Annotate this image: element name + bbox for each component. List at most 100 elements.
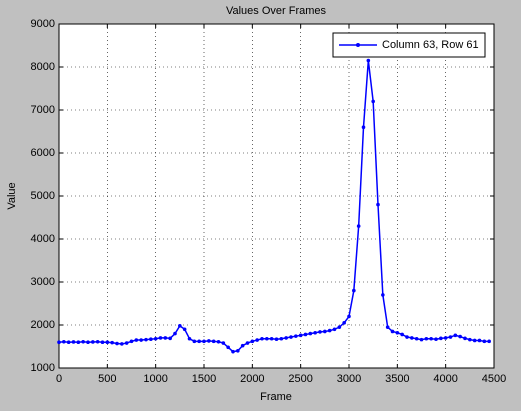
- data-point: [124, 341, 129, 345]
- data-point: [173, 331, 177, 336]
- data-point: [284, 336, 288, 340]
- data-point: [265, 336, 269, 341]
- data-point: [149, 337, 153, 341]
- data-point: [216, 339, 221, 344]
- data-point: [231, 349, 235, 354]
- x-tick-label: 2000: [240, 373, 264, 385]
- data-point: [71, 340, 76, 344]
- x-tick-label: 500: [98, 373, 116, 385]
- data-point: [57, 340, 61, 345]
- data-point: [260, 336, 264, 341]
- data-point: [168, 336, 172, 341]
- data-point: [352, 288, 356, 293]
- data-point: [240, 343, 245, 348]
- x-tick-label: 4000: [433, 373, 457, 385]
- data-point: [482, 339, 487, 344]
- data-point: [202, 339, 206, 344]
- data-point: [356, 224, 361, 228]
- data-point: [361, 125, 366, 129]
- data-point: [86, 340, 90, 345]
- plot-area: [59, 24, 494, 368]
- data-point: [395, 330, 400, 335]
- legend-label: Column 63, Row 61: [382, 39, 479, 51]
- data-point: [81, 339, 85, 344]
- data-point: [405, 335, 409, 339]
- data-point: [221, 341, 226, 345]
- data-point: [487, 339, 491, 344]
- data-point: [197, 339, 201, 344]
- y-tick-label: 3000: [31, 276, 55, 288]
- chart-title: Values Over Frames: [226, 5, 327, 17]
- data-point: [95, 339, 100, 344]
- data-point: [439, 336, 443, 341]
- x-tick-label: 0: [56, 373, 62, 385]
- x-tick-label: 1500: [192, 373, 216, 385]
- data-point: [236, 349, 240, 353]
- data-point: [139, 338, 143, 342]
- data-point: [472, 338, 477, 343]
- data-point: [66, 340, 71, 345]
- data-point: [332, 327, 337, 332]
- data-point: [274, 337, 279, 341]
- data-point: [178, 324, 182, 328]
- y-tick-label: 7000: [31, 104, 55, 116]
- data-point: [62, 339, 66, 344]
- data-point: [410, 336, 414, 340]
- data-point: [163, 336, 168, 340]
- data-point: [303, 332, 308, 337]
- data-point: [390, 329, 395, 334]
- data-point: [347, 314, 351, 319]
- legend-marker: [356, 43, 360, 47]
- data-point: [308, 331, 313, 336]
- x-tick-label: 3500: [385, 373, 409, 385]
- data-point: [342, 321, 346, 325]
- data-point: [381, 293, 385, 297]
- data-point: [158, 336, 163, 340]
- data-point: [468, 337, 472, 342]
- data-point: [448, 335, 453, 339]
- data-point: [110, 340, 114, 345]
- x-tick-label: 1000: [143, 373, 167, 385]
- data-point: [269, 336, 274, 341]
- data-point: [371, 99, 375, 104]
- x-axis-label: Frame: [260, 391, 292, 403]
- data-point: [327, 328, 332, 333]
- data-point: [477, 338, 482, 343]
- data-point: [279, 336, 284, 341]
- data-point: [153, 336, 158, 341]
- data-point: [294, 334, 298, 338]
- data-point: [414, 336, 419, 341]
- data-point: [187, 336, 192, 341]
- data-point: [463, 336, 467, 341]
- data-point: [134, 338, 139, 342]
- data-point: [419, 337, 424, 342]
- data-point: [250, 339, 255, 344]
- y-tick-label: 6000: [31, 147, 55, 159]
- y-tick-label: 8000: [31, 61, 55, 73]
- data-point: [226, 345, 230, 350]
- data-point: [192, 339, 197, 344]
- data-point: [313, 330, 317, 335]
- data-point: [91, 340, 95, 344]
- data-point: [424, 336, 429, 341]
- data-point: [400, 332, 404, 337]
- data-point: [100, 340, 105, 345]
- data-point: [289, 335, 293, 339]
- y-tick-label: 5000: [31, 190, 55, 202]
- data-point: [443, 336, 448, 340]
- x-tick-label: 2500: [288, 373, 312, 385]
- data-point: [385, 325, 390, 329]
- data-point: [453, 333, 458, 338]
- data-point: [429, 336, 433, 341]
- data-point: [458, 334, 462, 339]
- data-point: [105, 340, 110, 345]
- x-tick-label: 4500: [482, 373, 506, 385]
- y-tick-label: 9000: [31, 18, 55, 30]
- y-tick-label: 4000: [31, 233, 55, 245]
- axes-box: [58, 23, 495, 369]
- data-point: [245, 341, 250, 345]
- data-point: [323, 329, 327, 334]
- data-point: [144, 337, 148, 342]
